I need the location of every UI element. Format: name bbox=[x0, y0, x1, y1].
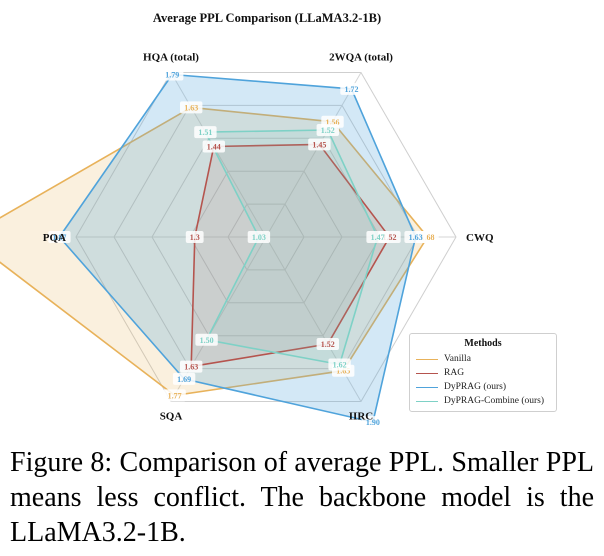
axis-label-hqa-total: HQA (total) bbox=[143, 52, 199, 64]
value-label-bg bbox=[161, 68, 184, 81]
value-label-bg bbox=[340, 82, 363, 95]
chart-title: Average PPL Comparison (LLaMA3.2-1B) bbox=[153, 11, 381, 25]
value-label-bg bbox=[48, 231, 71, 243]
value-label-bg bbox=[316, 338, 339, 350]
value-label-dyprag-ours-pqa: 1.87 bbox=[48, 231, 71, 243]
value-label-bg bbox=[163, 389, 186, 402]
axis-label-pqa: PQA bbox=[43, 232, 66, 244]
value-label-text: 1.87 bbox=[52, 233, 66, 242]
value-label-dyprag-ours-sqa: 1.69 bbox=[172, 372, 196, 385]
axis-label-cwq: CWQ bbox=[466, 232, 494, 244]
value-label-bg bbox=[202, 140, 225, 153]
value-label-dyprag-ours-cwq: 1.63 bbox=[404, 231, 427, 243]
axis-labels: HQA (total) 2WQA (total) CWQ IIRC SQA PQA bbox=[43, 52, 494, 423]
value-label-bg bbox=[172, 372, 196, 385]
value-label-text: 1.51 bbox=[198, 128, 212, 137]
legend-title: Methods bbox=[464, 338, 502, 349]
value-label-dyprag-ours-iirc: 1.90 bbox=[361, 416, 385, 429]
legend-label: Vanilla bbox=[444, 354, 471, 364]
value-label-rag-iirc: 1.52 bbox=[316, 338, 339, 350]
value-label-vanilla-sqa: 1.77 bbox=[163, 389, 186, 402]
value-label-text: 1.50 bbox=[200, 336, 214, 345]
radar-series: 1.631.561.681.651.772.261.791.721.631.90… bbox=[0, 68, 439, 429]
value-label-text: 1.44 bbox=[207, 143, 221, 152]
value-label-text: 1.03 bbox=[252, 233, 266, 242]
value-label-vanilla-hqa-total: 1.63 bbox=[180, 101, 203, 114]
value-label-text: 1.52 bbox=[321, 126, 335, 135]
value-label-bg bbox=[361, 416, 385, 429]
value-label-text: 1.79 bbox=[165, 71, 179, 80]
value-label-text: 1.65 bbox=[336, 367, 350, 376]
value-label-bg bbox=[180, 101, 203, 114]
value-label-text: 1.68 bbox=[421, 233, 435, 242]
value-label-dyprag-combine-ours-cwq: 1.47 bbox=[366, 231, 389, 243]
figure: Average PPL Comparison (LLaMA3.2-1B) 1.6… bbox=[0, 11, 557, 429]
value-label-bg bbox=[366, 231, 389, 243]
legend-swatch bbox=[416, 400, 438, 402]
value-label-bg bbox=[308, 138, 331, 151]
value-label-text: 1.52 bbox=[383, 233, 397, 242]
value-label-bg bbox=[328, 358, 351, 371]
value-label-text: 1.62 bbox=[333, 361, 347, 370]
value-label-bg bbox=[185, 231, 204, 243]
axis-spoke-hqa-total bbox=[170, 72, 267, 238]
value-label-dyprag-combine-ours-2wqa-total: 1.52 bbox=[316, 124, 339, 136]
legend-item-dyprag-combine: DyPRAG-Combine (ours) bbox=[410, 394, 556, 408]
legend-swatch bbox=[416, 372, 438, 374]
legend-item-rag: RAG bbox=[410, 366, 556, 380]
value-label-text: 1.69 bbox=[177, 375, 191, 384]
value-label-text: 1.47 bbox=[371, 233, 385, 242]
legend: Methods Vanilla RAG DyPRAG (ours) DyPRAG… bbox=[409, 333, 557, 412]
value-label-rag-hqa-total: 1.44 bbox=[202, 140, 225, 153]
value-label-dyprag-combine-ours-sqa: 1.50 bbox=[195, 333, 218, 346]
value-label-text: 1.72 bbox=[345, 85, 359, 94]
value-label-text: 1.63 bbox=[409, 233, 423, 242]
legend-swatch bbox=[416, 386, 438, 388]
value-label-text: 1.56 bbox=[326, 118, 340, 127]
axis-label-2wqa-total: 2WQA (total) bbox=[329, 52, 393, 64]
value-label-text: 1.90 bbox=[366, 418, 380, 427]
value-label-text: 1.52 bbox=[321, 340, 335, 349]
legend-item-dyprag: DyPRAG (ours) bbox=[410, 380, 556, 394]
axis-label-iirc: IIRC bbox=[349, 411, 374, 423]
value-label-text: 1.3 bbox=[190, 233, 200, 242]
value-label-dyprag-combine-ours-hqa-total: 1.51 bbox=[194, 126, 217, 139]
legend-item-vanilla: Vanilla bbox=[410, 352, 556, 366]
value-label-dyprag-ours-hqa-total: 1.79 bbox=[161, 68, 184, 81]
axis-spoke-2wqa-total bbox=[265, 72, 362, 238]
value-label-dyprag-combine-ours-pqa: 1.03 bbox=[247, 231, 271, 243]
value-label-bg bbox=[404, 231, 427, 243]
legend-label: DyPRAG (ours) bbox=[444, 382, 507, 392]
axis-label-sqa: SQA bbox=[160, 411, 183, 423]
value-label-bg bbox=[195, 333, 218, 346]
legend-swatch bbox=[416, 358, 438, 360]
value-label-rag-sqa: 1.63 bbox=[180, 360, 203, 373]
value-label-bg bbox=[180, 360, 203, 373]
value-label-bg bbox=[316, 124, 339, 136]
value-label-dyprag-combine-ours-iirc: 1.62 bbox=[328, 358, 351, 371]
value-label-dyprag-ours-2wqa-total: 1.72 bbox=[340, 82, 363, 95]
legend-label: RAG bbox=[444, 368, 465, 378]
value-label-text: 1.63 bbox=[184, 363, 198, 372]
value-label-rag-2wqa-total: 1.45 bbox=[308, 138, 331, 151]
legend-label: DyPRAG-Combine (ours) bbox=[444, 396, 545, 406]
value-label-text: 1.77 bbox=[168, 391, 182, 400]
value-label-text: 1.63 bbox=[184, 103, 198, 112]
value-label-bg bbox=[247, 231, 271, 243]
value-label-rag-pqa: 1.3 bbox=[185, 231, 204, 243]
figure-caption: Figure 8: Comparison of average PPL. Sma… bbox=[10, 447, 594, 548]
value-label-text: 1.45 bbox=[312, 140, 326, 149]
radar-chart: Average PPL Comparison (LLaMA3.2-1B) 1.6… bbox=[0, 11, 494, 429]
value-label-bg bbox=[194, 126, 217, 139]
